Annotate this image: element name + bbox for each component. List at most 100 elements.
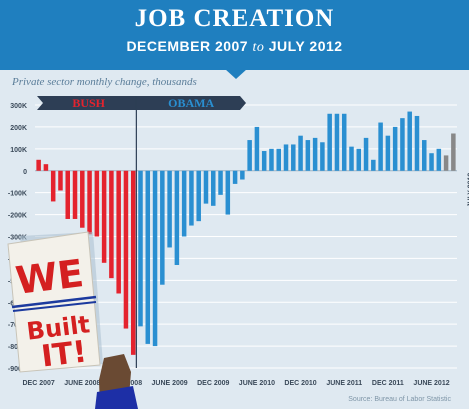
bar	[385, 135, 391, 171]
sign-underline-1	[11, 295, 97, 309]
chart-subtitle: Private sector monthly change, thousands	[11, 76, 197, 88]
chart-title: JOB CREATION	[134, 5, 335, 32]
bar	[116, 170, 121, 294]
y-tick-label: 300K	[10, 103, 27, 110]
bar	[240, 170, 245, 180]
bar	[211, 170, 216, 206]
bar	[254, 126, 260, 171]
chart-date-range: DECEMBER 2007 to JULY 2012	[0, 38, 469, 56]
bar	[429, 153, 434, 171]
x-tick-label: DEC 2009	[197, 380, 229, 387]
y-tick-label: 200K	[10, 125, 27, 132]
bar	[247, 140, 252, 171]
bar	[443, 155, 449, 171]
bar	[94, 170, 100, 237]
date-range-start: DECEMBER 2007	[126, 38, 249, 54]
header-pointer	[225, 69, 247, 79]
bar	[218, 170, 223, 195]
y-tick-label: -300K	[8, 235, 27, 242]
bar	[181, 170, 187, 237]
bar	[305, 140, 311, 171]
x-tick-label: JUNE 2008	[64, 380, 100, 387]
bar	[312, 137, 318, 171]
x-tick-label: JUNE 2010	[239, 380, 275, 387]
bar	[174, 170, 180, 265]
bar	[160, 170, 165, 285]
bar	[138, 170, 143, 327]
era-label-bush: BUSH	[72, 96, 105, 110]
bar	[422, 140, 427, 171]
era-banners: BUSH OBAMA	[37, 96, 246, 368]
y-tick-label: 0	[23, 169, 27, 176]
bar	[327, 113, 332, 171]
era-label-obama: OBAMA	[168, 96, 214, 110]
bar	[298, 135, 303, 171]
x-tick-label: DEC 2007	[22, 380, 54, 387]
bar	[436, 148, 442, 171]
bar	[451, 133, 456, 171]
y-tick-label: 100K	[10, 147, 27, 154]
bar	[356, 148, 362, 171]
bar	[50, 170, 56, 202]
sign-text-it: IT!	[39, 334, 88, 374]
x-tick-label: DEC 2011	[372, 380, 404, 387]
bar	[167, 170, 172, 248]
era-banner-background	[37, 96, 246, 110]
bar	[196, 170, 201, 222]
header-banner: JOB CREATION DECEMBER 2007 to JULY 2012	[0, 0, 469, 70]
bar	[349, 146, 354, 171]
date-range-connector: to	[252, 40, 265, 55]
sleeve	[95, 386, 138, 409]
sign-text-we: WE	[13, 251, 86, 303]
bar	[261, 151, 267, 171]
bar	[80, 170, 85, 228]
bar	[371, 159, 376, 171]
bar	[145, 170, 151, 344]
x-tick-label: JUNE 2011	[326, 380, 362, 387]
bar	[291, 144, 296, 171]
x-tick-label: DEC 2010	[284, 380, 316, 387]
y-tick-label: -200K	[8, 213, 27, 220]
y-tick-label: -900K	[8, 366, 27, 373]
bar	[101, 170, 107, 263]
bar	[72, 170, 78, 219]
bar	[283, 144, 289, 171]
chart-annotations: JULY 2012 Source: Bureau of Labor Statist…	[348, 173, 469, 403]
x-tick-label: JUNE 2009	[152, 380, 188, 387]
we-built-it-sign: WE Built IT!	[7, 231, 138, 409]
bars	[36, 111, 456, 355]
sign-underline-2	[12, 301, 97, 312]
bar	[269, 148, 274, 171]
x-tick-label: JUNE 2012	[413, 380, 449, 387]
bar	[152, 170, 158, 347]
bar	[130, 170, 136, 355]
bar	[123, 170, 129, 329]
bar	[341, 113, 347, 171]
bar	[378, 122, 383, 171]
end-date-label: JULY 2012	[467, 173, 469, 208]
bar	[407, 111, 412, 171]
y-tick-label: -100K	[8, 191, 27, 198]
bar	[232, 170, 238, 184]
bar	[36, 159, 41, 171]
source-note: Source: Bureau of Labor Statistic	[348, 396, 451, 403]
bar	[414, 115, 420, 171]
bar	[334, 113, 340, 171]
bar	[58, 170, 63, 191]
bar	[400, 118, 405, 171]
bar	[87, 170, 92, 235]
bar	[392, 126, 398, 171]
date-range-end: JULY 2012	[268, 38, 343, 54]
bar	[225, 170, 231, 215]
bar	[109, 170, 114, 279]
bar	[65, 170, 70, 219]
bar	[276, 148, 281, 171]
bar	[43, 164, 49, 171]
bar	[189, 170, 194, 226]
bar	[203, 170, 209, 204]
bar	[363, 137, 369, 171]
bar	[320, 142, 325, 171]
